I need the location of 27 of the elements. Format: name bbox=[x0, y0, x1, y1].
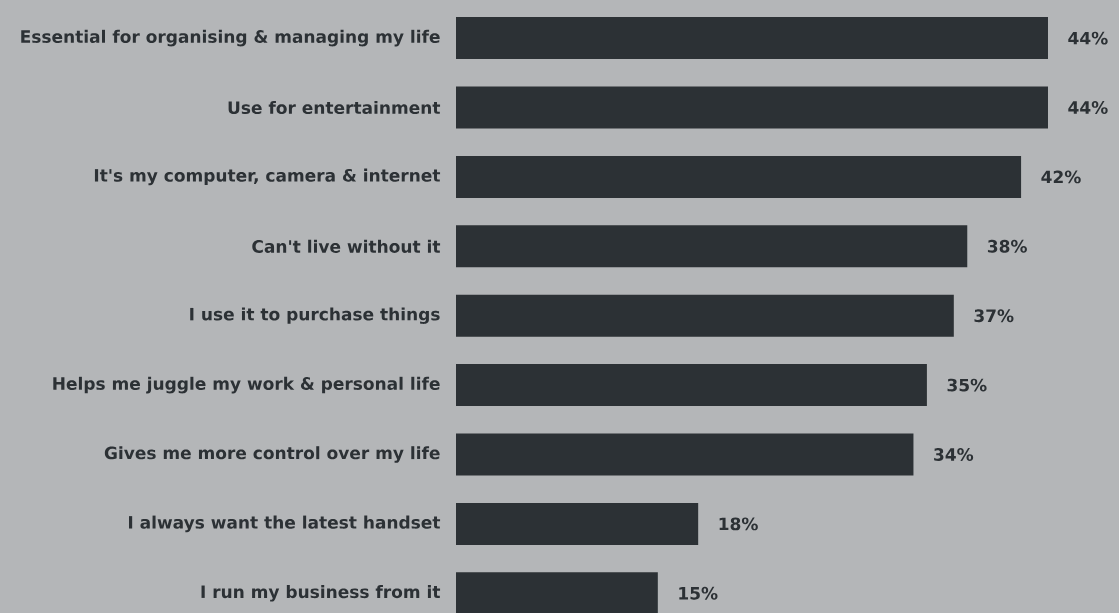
bar bbox=[456, 572, 658, 613]
data-label: 34% bbox=[934, 448, 974, 461]
bar bbox=[456, 433, 914, 476]
y-tick-label: I always want the latest handset bbox=[128, 515, 441, 533]
y-tick-label: I use it to purchase things bbox=[190, 307, 440, 324]
data-label: 35% bbox=[947, 378, 987, 392]
bar bbox=[456, 17, 1048, 60]
data-label: 44% bbox=[1068, 101, 1108, 114]
bar bbox=[456, 86, 1048, 129]
y-tick-label: Essential for organising & managing my life bbox=[21, 29, 440, 47]
y-tick-label: Can't live without it bbox=[252, 239, 441, 253]
y-tick-label: I run my business from it bbox=[201, 584, 441, 602]
bar bbox=[456, 502, 699, 545]
y-tick-label: Helps me juggle my work & personal life bbox=[53, 376, 440, 394]
data-label: 44% bbox=[1068, 31, 1108, 45]
y-tick-label: Use for entertainment bbox=[228, 100, 441, 115]
data-label: 37% bbox=[974, 309, 1014, 323]
bar bbox=[456, 155, 1022, 198]
data-label: 38% bbox=[987, 239, 1027, 253]
data-label: 15% bbox=[679, 586, 718, 600]
y-tick-label: It's my computer, camera & internet bbox=[94, 168, 441, 186]
bar bbox=[456, 364, 927, 407]
data-label: 42% bbox=[1041, 170, 1081, 184]
y-tick-label: Gives me more control over my life bbox=[104, 446, 440, 463]
bar bbox=[456, 225, 968, 268]
data-label: 18% bbox=[719, 517, 758, 531]
bar bbox=[456, 294, 954, 337]
